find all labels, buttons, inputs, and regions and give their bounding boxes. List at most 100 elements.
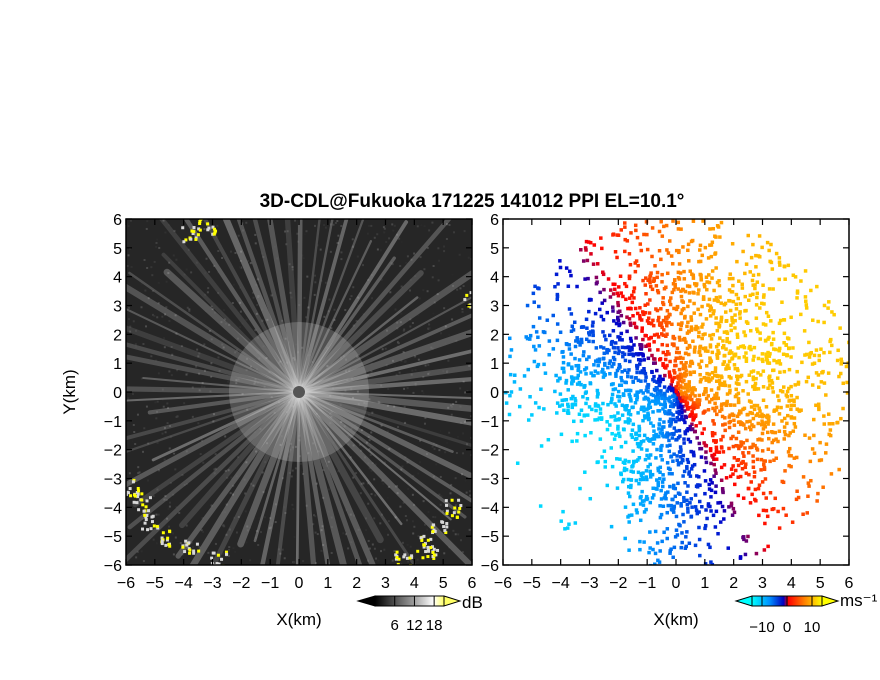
- velocity-pixel: [674, 438, 678, 442]
- velocity-pixel: [610, 392, 615, 397]
- snr-speckle: [414, 384, 417, 387]
- velocity-pixel: [584, 317, 589, 322]
- snr-speckle: [221, 552, 224, 555]
- velocity-pixel: [762, 465, 767, 470]
- velocity-pixel: [749, 370, 754, 374]
- velocity-pixel: [672, 391, 677, 396]
- velocity-pixel: [781, 506, 786, 511]
- velocity-pixel: [728, 308, 733, 313]
- velocity-pixel: [760, 480, 765, 484]
- snr-speckle: [208, 270, 211, 273]
- snr-ray: [252, 219, 302, 395]
- velocity-pixel: [567, 522, 571, 526]
- snr-speckle: [451, 318, 454, 321]
- snr-high-echo-pixel: [136, 492, 140, 496]
- velocity-pixel: [534, 330, 539, 334]
- velocity-pixel: [560, 366, 565, 371]
- snr-speckle: [381, 513, 384, 516]
- velocity-pixel: [652, 374, 656, 379]
- velocity-pixel: [584, 248, 588, 252]
- velocity-pixel: [651, 442, 656, 446]
- velocity-pixel: [809, 288, 813, 293]
- velocity-pixel: [782, 385, 786, 389]
- snr-high-echo: [126, 219, 472, 565]
- velocity-pixel: [658, 549, 662, 553]
- snr-speckle: [387, 486, 390, 489]
- velocity-pixel: [601, 330, 605, 334]
- snr-speckle: [396, 327, 399, 330]
- velocity-pixel: [532, 359, 537, 364]
- velocity-pixel: [692, 370, 697, 374]
- velocity-pixel: [700, 431, 704, 436]
- snr-speckle: [412, 474, 415, 477]
- velocity-pixel: [686, 320, 690, 325]
- snr-speckle: [139, 488, 142, 491]
- snr-speckle: [301, 297, 304, 300]
- snr-ray: [296, 389, 363, 565]
- velocity-pixel: [588, 496, 593, 501]
- velocity-pixel: [640, 329, 644, 333]
- snr-speckle: [363, 406, 366, 409]
- velocity-pixel: [722, 517, 726, 521]
- velocity-pixel: [601, 272, 606, 277]
- snr-high-echo-pixel: [160, 536, 164, 540]
- velocity-pixel: [639, 440, 644, 444]
- velocity-pixel: [828, 428, 833, 432]
- velocity-pixel: [588, 240, 593, 245]
- snr-speckle: [339, 404, 342, 407]
- snr-speckle: [425, 453, 428, 456]
- snr-speckle: [278, 401, 281, 404]
- snr-speckle: [417, 535, 420, 538]
- velocity-pixel: [729, 403, 733, 407]
- snr-speckle: [155, 359, 158, 362]
- velocity-pixel: [659, 497, 664, 501]
- snr-speckle: [373, 236, 376, 239]
- velocity-pixel: [584, 337, 589, 342]
- snr-high-echo-pixel: [457, 498, 461, 502]
- snr-speckle: [241, 322, 244, 325]
- velocity-pixel: [712, 474, 716, 478]
- velocity-pixel: [608, 295, 613, 299]
- velocity-pixel: [756, 421, 760, 426]
- velocity-pixel: [691, 290, 695, 295]
- velocity-pixel: [700, 304, 704, 309]
- velocity-pixel: [701, 411, 706, 415]
- snr-speckle: [368, 439, 371, 442]
- velocity-pixel: [536, 335, 540, 340]
- snr-ray: [126, 389, 302, 488]
- left-ylabel: Y(km): [60, 369, 79, 414]
- velocity-pixel: [761, 369, 766, 373]
- snr-speckle: [314, 281, 317, 284]
- snr-speckle: [213, 264, 216, 267]
- velocity-pixel: [753, 443, 757, 448]
- snr-speckle: [368, 398, 371, 401]
- velocity-pixel: [607, 361, 612, 366]
- velocity-pixel: [665, 527, 670, 531]
- velocity-pixel: [692, 301, 696, 306]
- velocity-pixel: [627, 317, 632, 321]
- snr-speckle: [385, 528, 388, 531]
- velocity-pixel: [756, 486, 761, 491]
- snr-speckle: [173, 450, 176, 453]
- velocity-pixel: [630, 435, 635, 440]
- velocity-pixel: [640, 326, 644, 330]
- velocity-pixel: [679, 404, 683, 409]
- velocity-pixel: [716, 386, 721, 391]
- velocity-pixel: [646, 383, 651, 387]
- snr-speckle: [210, 504, 213, 507]
- snr-speckle: [333, 319, 336, 322]
- snr-speckle: [146, 220, 149, 223]
- velocity-pixel: [672, 287, 676, 292]
- snr-high-echo-pixel: [136, 486, 140, 490]
- snr-speckle: [403, 405, 406, 408]
- velocity-pixel: [836, 348, 840, 353]
- velocity-pixel: [638, 358, 642, 362]
- velocity-pixel: [746, 450, 751, 455]
- snr-speckle: [256, 382, 259, 385]
- snr-speckle: [166, 402, 169, 405]
- snr-speckle: [367, 278, 370, 281]
- velocity-pixel: [706, 303, 710, 307]
- velocity-pixel: [668, 239, 672, 243]
- velocity-pixel: [615, 368, 620, 373]
- snr-speckle: [168, 319, 171, 322]
